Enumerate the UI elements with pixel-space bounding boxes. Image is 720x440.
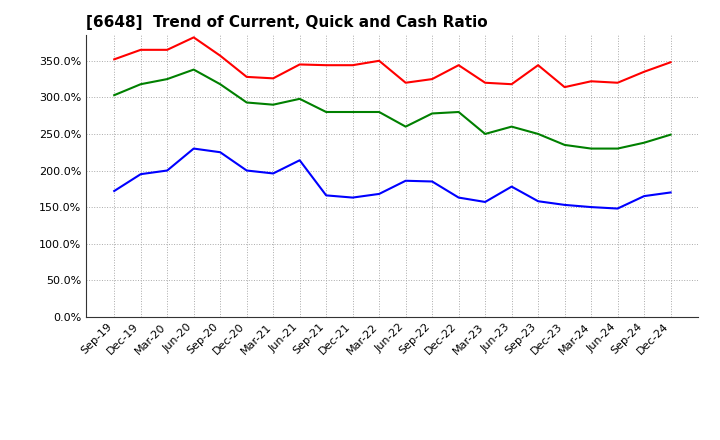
Quick Ratio [428, 111, 436, 116]
Cash Ratio [481, 199, 490, 205]
Current Ratio [163, 47, 171, 52]
Quick Ratio [216, 81, 225, 87]
Current Ratio [481, 80, 490, 85]
Cash Ratio [560, 202, 569, 208]
Cash Ratio [136, 172, 145, 177]
Quick Ratio [295, 96, 304, 102]
Cash Ratio [666, 190, 675, 195]
Current Ratio [269, 76, 277, 81]
Current Ratio [534, 62, 542, 68]
Quick Ratio [269, 102, 277, 107]
Quick Ratio [613, 146, 622, 151]
Current Ratio [428, 77, 436, 82]
Current Ratio [348, 62, 357, 68]
Cash Ratio [269, 171, 277, 176]
Current Ratio [189, 35, 198, 40]
Quick Ratio [508, 124, 516, 129]
Quick Ratio [110, 92, 119, 98]
Cash Ratio [375, 191, 384, 197]
Quick Ratio [189, 67, 198, 72]
Current Ratio [243, 74, 251, 80]
Quick Ratio [243, 100, 251, 105]
Quick Ratio [640, 140, 649, 145]
Current Ratio [216, 53, 225, 59]
Text: [6648]  Trend of Current, Quick and Cash Ratio: [6648] Trend of Current, Quick and Cash … [86, 15, 488, 30]
Current Ratio [295, 62, 304, 67]
Current Ratio [401, 80, 410, 85]
Quick Ratio [401, 124, 410, 129]
Cash Ratio [508, 184, 516, 189]
Cash Ratio [640, 194, 649, 199]
Cash Ratio [428, 179, 436, 184]
Line: Quick Ratio: Quick Ratio [114, 70, 670, 149]
Current Ratio [613, 80, 622, 85]
Cash Ratio [295, 158, 304, 163]
Current Ratio [322, 62, 330, 68]
Cash Ratio [216, 150, 225, 155]
Cash Ratio [534, 198, 542, 204]
Cash Ratio [401, 178, 410, 183]
Quick Ratio [560, 142, 569, 147]
Line: Current Ratio: Current Ratio [114, 37, 670, 87]
Quick Ratio [666, 132, 675, 137]
Current Ratio [454, 62, 463, 68]
Quick Ratio [322, 110, 330, 115]
Cash Ratio [348, 195, 357, 200]
Current Ratio [666, 60, 675, 65]
Current Ratio [587, 79, 595, 84]
Line: Cash Ratio: Cash Ratio [114, 149, 670, 209]
Cash Ratio [587, 205, 595, 210]
Quick Ratio [348, 110, 357, 115]
Quick Ratio [534, 131, 542, 136]
Cash Ratio [163, 168, 171, 173]
Cash Ratio [110, 188, 119, 194]
Quick Ratio [163, 77, 171, 82]
Current Ratio [560, 84, 569, 90]
Cash Ratio [243, 168, 251, 173]
Current Ratio [136, 47, 145, 52]
Cash Ratio [613, 206, 622, 211]
Quick Ratio [136, 81, 145, 87]
Cash Ratio [322, 193, 330, 198]
Quick Ratio [375, 110, 384, 115]
Quick Ratio [481, 131, 490, 136]
Quick Ratio [587, 146, 595, 151]
Cash Ratio [189, 146, 198, 151]
Current Ratio [508, 81, 516, 87]
Current Ratio [110, 57, 119, 62]
Current Ratio [640, 69, 649, 74]
Current Ratio [375, 58, 384, 63]
Cash Ratio [454, 195, 463, 200]
Quick Ratio [454, 110, 463, 115]
